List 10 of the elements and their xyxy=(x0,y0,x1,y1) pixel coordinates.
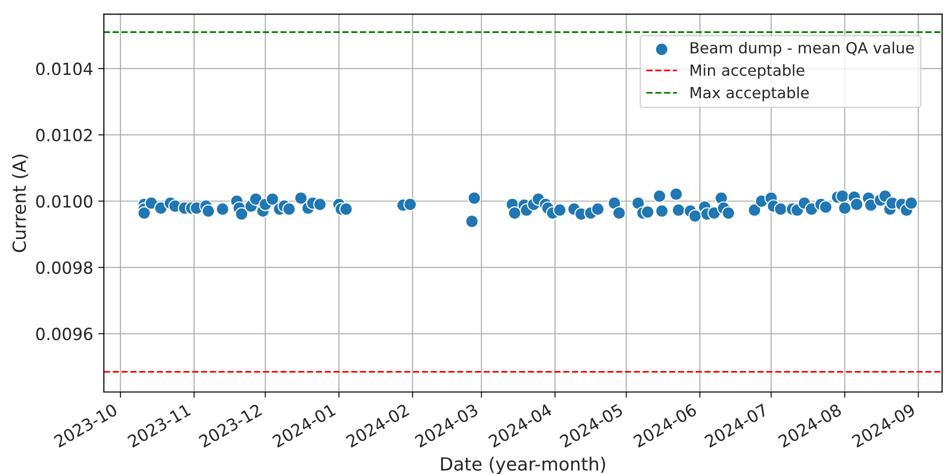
legend-label: Beam dump - mean QA value xyxy=(690,42,914,57)
y-tick-label: 0.0102 xyxy=(36,128,92,142)
legend-label: Min acceptable xyxy=(690,64,804,79)
y-tick-label: 0.0096 xyxy=(36,328,92,340)
y-tick-label: 0.0098 xyxy=(36,261,92,274)
x-axis-title: Date (year-month) xyxy=(441,456,606,474)
legend-label: Max acceptable xyxy=(690,86,809,102)
y-tick-label: 0.0104 xyxy=(36,62,92,76)
y-axis-title: Current (A) xyxy=(12,154,28,252)
y-tick-label: 0.0100 xyxy=(36,195,92,208)
